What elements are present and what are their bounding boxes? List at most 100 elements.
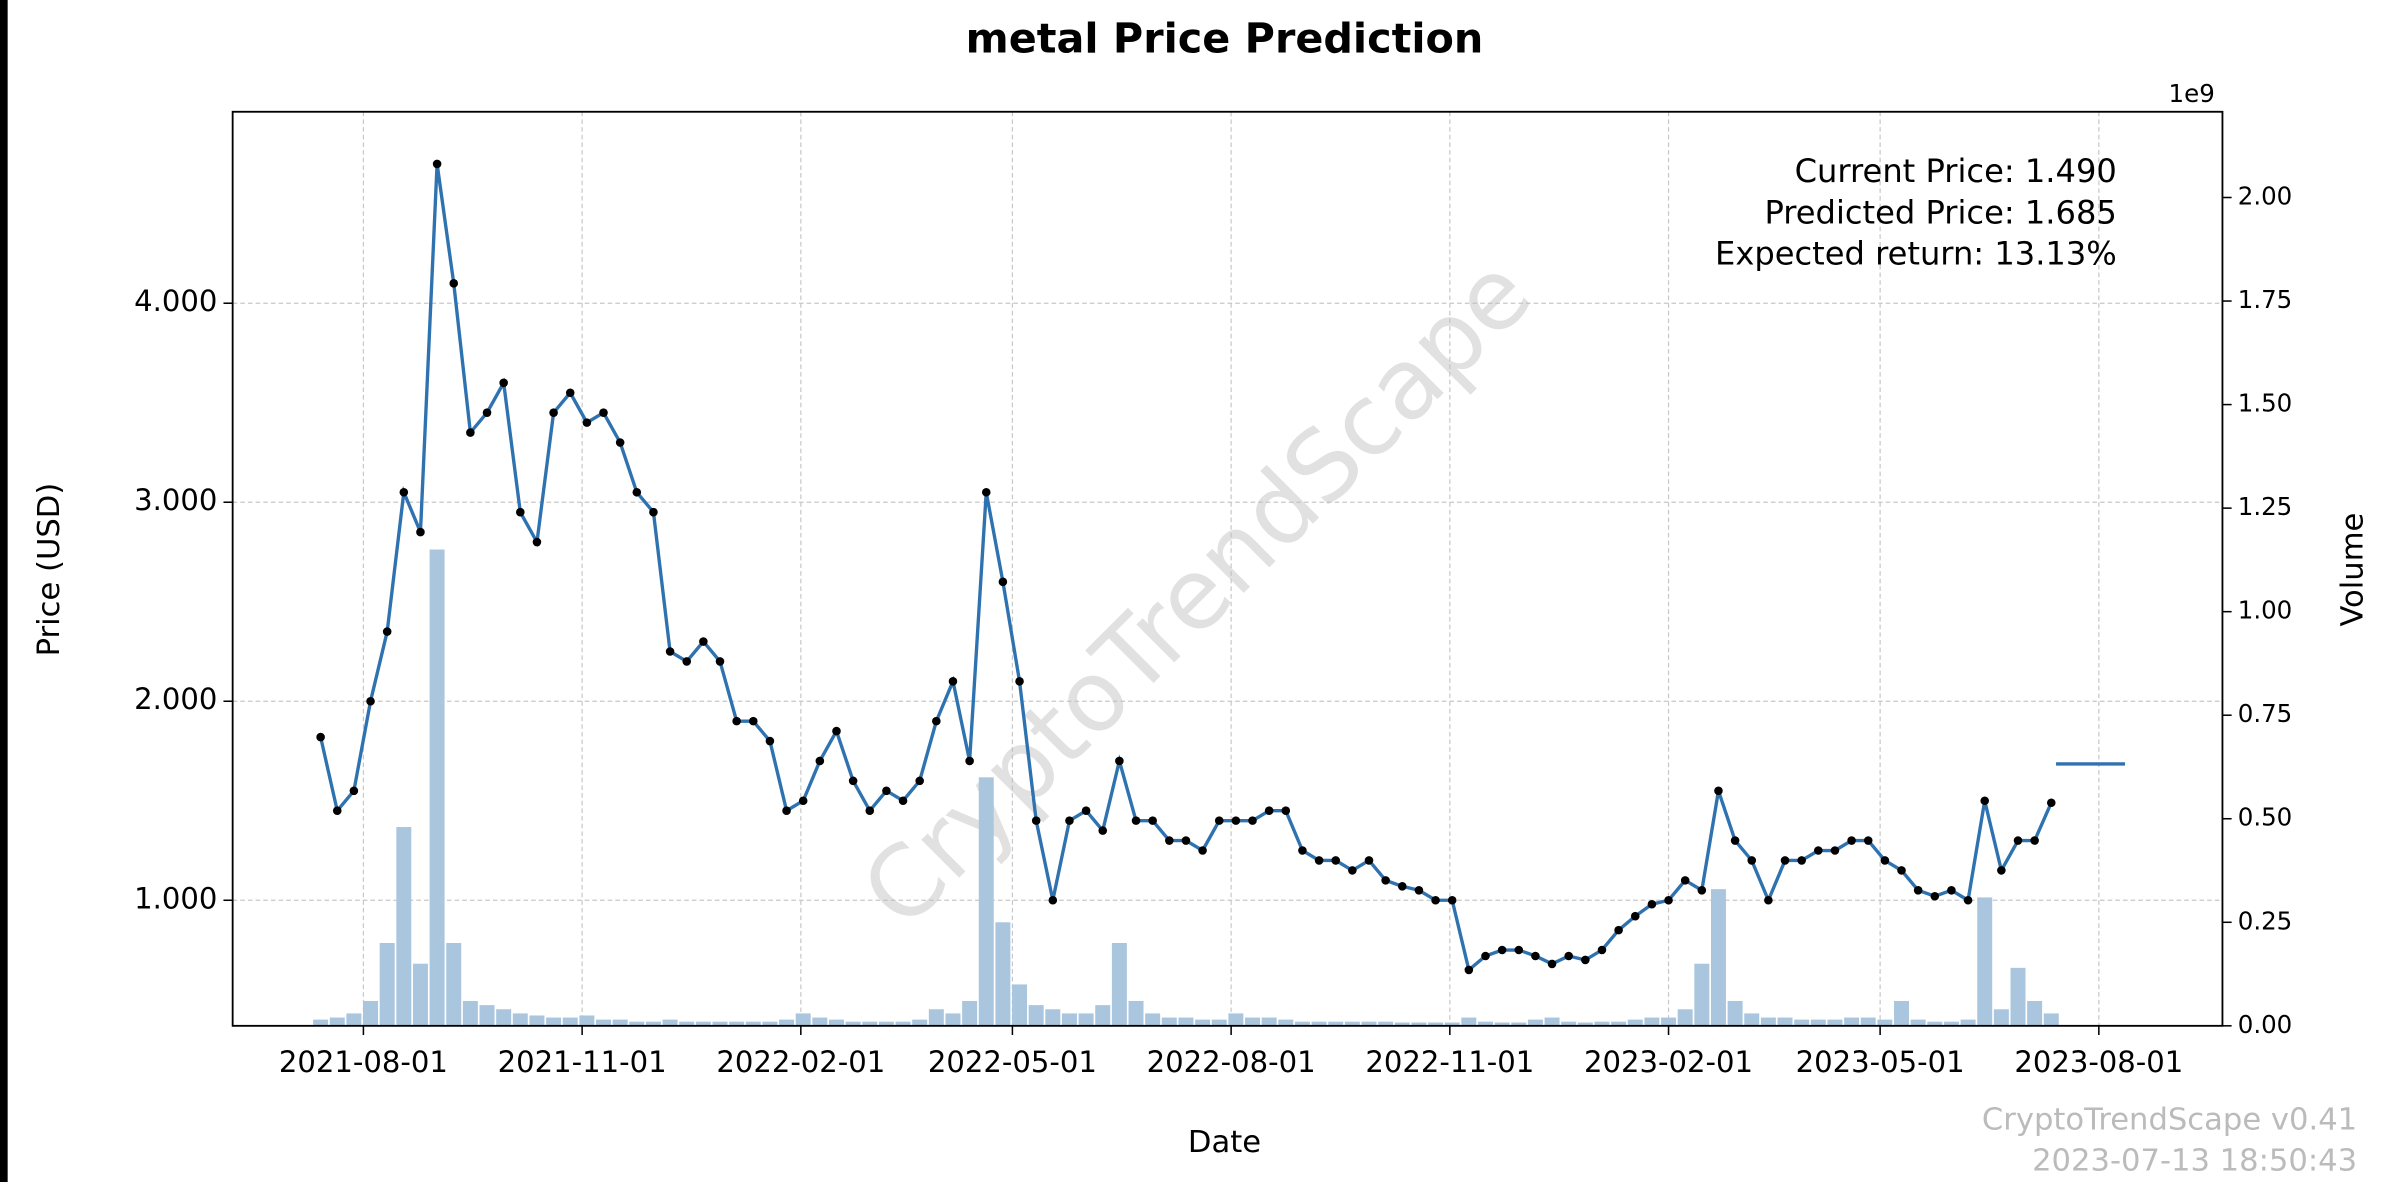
x-tick-label: 2022-05-01 [928,1045,1097,1079]
price-marker [1248,816,1257,825]
price-marker [898,796,908,806]
volume-bar [1378,1021,1394,1026]
price-marker [1181,836,1191,845]
volume-bar [1860,1017,1876,1026]
price-marker [1331,856,1341,865]
price-marker [565,388,575,398]
volume-bar [779,1019,795,1026]
price-marker [1963,895,1973,905]
price-marker [998,577,1008,587]
volume-bar [695,1021,711,1026]
volume-bar [1577,1022,1593,1026]
price-marker [1065,816,1074,825]
y2-tick-label: 0.75 [2238,699,2293,728]
price-marker [1314,856,1324,865]
price-marker [1081,806,1091,815]
x-tick-label: 2023-08-01 [2014,1045,2183,1079]
x-tick-label: 2023-02-01 [1584,1045,1753,1079]
volume-bar [1278,1019,1294,1026]
annotation: Current Price: 1.490 [1795,152,2117,190]
chart-title: metal Price Prediction [966,14,1484,62]
price-marker [416,527,425,537]
volume-bar [962,1000,978,1026]
volume-bar [712,1021,728,1026]
volume-bar [1744,1013,1760,1026]
y2-tick-label: 1.00 [2238,596,2293,625]
price-marker [699,637,708,646]
price-marker [1497,945,1507,955]
price-marker [532,537,542,547]
x-tick-label: 2021-08-01 [279,1045,448,1079]
price-marker [1198,846,1207,855]
volume-bar [1727,1000,1743,1026]
volume-bar [1045,1009,1061,1026]
volume-bar [1461,1017,1477,1026]
price-marker [765,736,775,746]
price-marker [1031,816,1041,825]
price-marker [332,806,342,815]
volume-bar [945,1013,961,1026]
price-marker [798,796,808,806]
price-marker [482,408,492,417]
y2-tick-label: 0.50 [2238,803,2293,832]
volume-bar [329,1017,345,1026]
volume-bar [612,1019,628,1026]
volume-bar [1977,897,1993,1026]
price-marker [432,159,442,169]
volume-bar [1411,1022,1427,1026]
price-marker [1231,816,1241,825]
volume-bar [645,1021,661,1026]
volume-bar [1128,1000,1144,1026]
volume-bar [1444,1022,1460,1026]
volume-bar [1261,1017,1277,1026]
volume-bar [1561,1021,1577,1026]
volume-bar [745,1021,761,1026]
volume-bar [928,1009,944,1026]
y2-tick-label: 2.00 [2238,181,2293,210]
y2-tick-label: 0.25 [2238,906,2293,935]
volume-bar [429,549,445,1026]
volume-bar [1627,1019,1643,1026]
volume-bar [529,1015,545,1026]
footer-version: CryptoTrendScape v0.41 [1982,1102,2357,1137]
volume-bar [845,1021,861,1026]
price-marker [1115,756,1124,766]
volume-bar [1844,1017,1860,1026]
price-marker [2013,836,2023,845]
price-marker [1048,895,1058,905]
volume-bar [1211,1019,1227,1026]
price-marker [1298,846,1307,855]
y-tick-label: 3.000 [134,483,217,517]
volume-bar [629,1021,645,1026]
price-marker [449,279,459,288]
price-marker [1980,796,1990,806]
volume-bar [512,1013,528,1026]
price-marker [715,657,725,666]
price-marker [1165,836,1174,845]
price-marker [1863,836,1873,845]
volume-bar [1394,1022,1410,1026]
price-marker [366,696,375,706]
price-marker [1930,891,1940,901]
y-tick-label: 4.000 [134,284,217,318]
x-tick-label: 2022-08-01 [1147,1045,1316,1079]
price-marker [1847,836,1856,845]
price-marker [1148,816,1157,825]
price-marker [832,726,841,736]
price-marker [1664,895,1673,905]
volume-bar [1428,1022,1444,1026]
y2-tick-label: 1.50 [2238,389,2293,418]
price-marker [1514,945,1524,955]
price-marker [615,438,625,447]
price-marker [649,507,658,517]
annotation: Predicted Price: 1.685 [1765,193,2117,231]
volume-bar [1078,1013,1094,1026]
volume-bar [1943,1021,1959,1026]
price-marker [1481,951,1490,961]
price-marker [1531,951,1540,961]
volume-bar [462,1000,478,1026]
volume-bar [828,1019,844,1026]
volume-bar [1644,1017,1660,1026]
price-marker [1897,866,1906,875]
volume-bar [729,1021,745,1026]
